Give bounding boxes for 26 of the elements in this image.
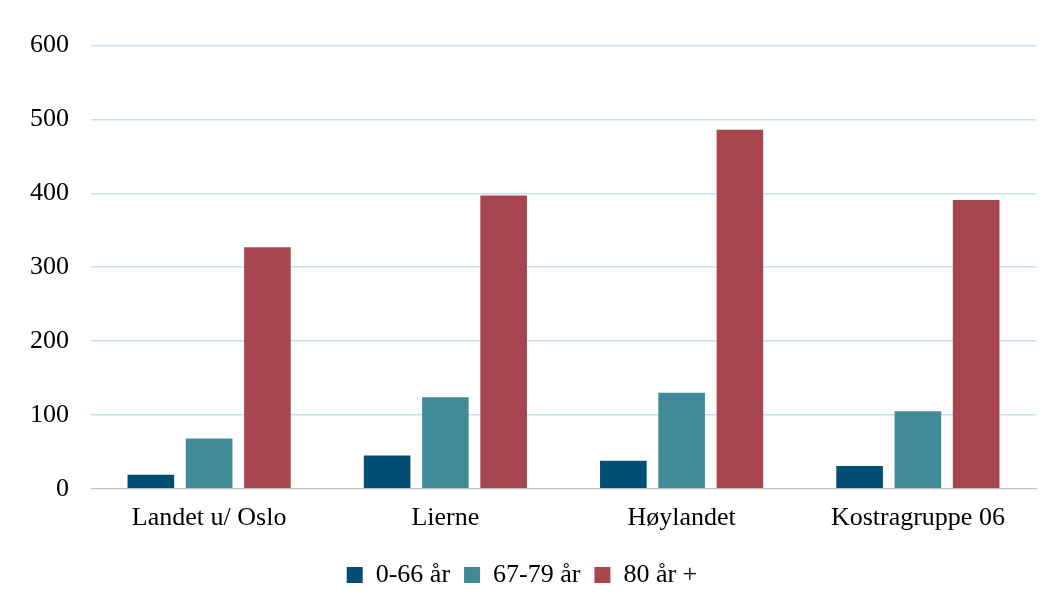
y-tick-label: 600: [30, 29, 69, 59]
bar: [480, 195, 527, 489]
bar: [185, 438, 233, 489]
bar: [952, 199, 1000, 489]
bar: [658, 392, 705, 489]
legend-label: 67-79 år: [493, 558, 581, 588]
x-tick-label: Kostragruppe 06: [830, 502, 1005, 532]
bar: [422, 397, 469, 489]
bar: [836, 465, 883, 489]
y-tick-label: 100: [30, 398, 69, 428]
bar: [244, 247, 291, 489]
y-tick-label: 0: [56, 472, 69, 502]
y-tick-label: 400: [30, 177, 69, 207]
x-tick-label: Høylandet: [627, 502, 737, 532]
y-tick-label: 300: [30, 251, 69, 281]
y-tick-label: 200: [30, 324, 69, 354]
x-tick-label: Landet u/ Oslo: [131, 502, 287, 532]
bar: [894, 411, 942, 489]
y-tick-label: 500: [30, 103, 69, 133]
legend-label: 0-66 år: [375, 558, 451, 588]
legend-label: 80 år +: [623, 558, 698, 588]
bar: [716, 129, 764, 489]
bar: [600, 460, 647, 489]
bar: [363, 455, 411, 489]
bar: [127, 474, 175, 489]
x-tick-label: Lierne: [411, 502, 480, 532]
